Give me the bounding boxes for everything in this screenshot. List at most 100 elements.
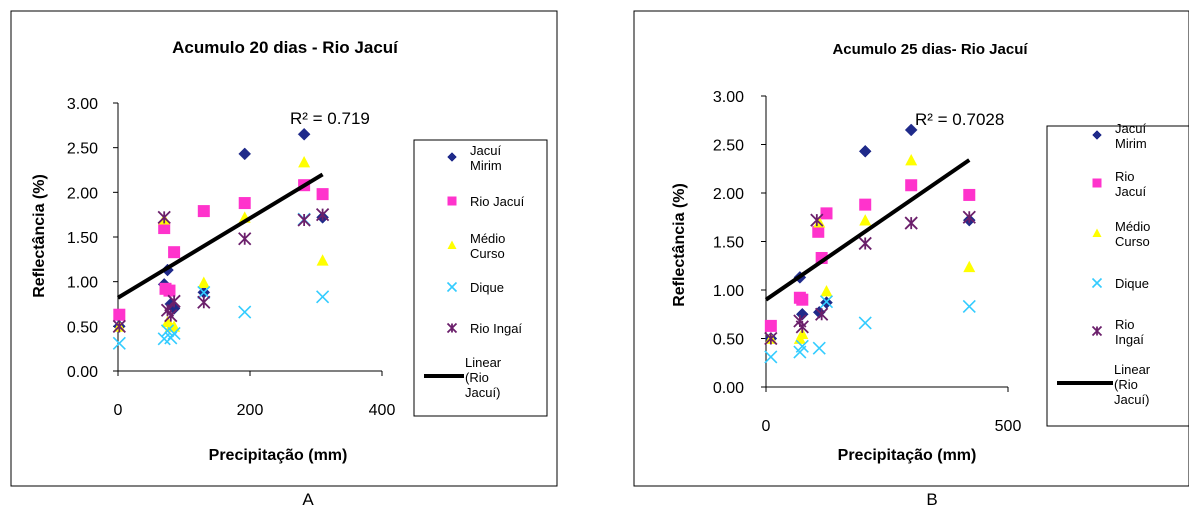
chart-a-legend-label: Rio Jacuí xyxy=(470,194,525,209)
chart-a-point-medio-curso xyxy=(298,155,311,168)
chart-a-y-axis-label: Reflectância (%) xyxy=(31,174,48,298)
chart-b-point-medio-curso xyxy=(796,327,809,340)
chart-b-x-tick-label: 0 xyxy=(762,418,771,435)
chart-b-legend-label: Médio Curso xyxy=(1115,219,1150,249)
chart-b-point-medio-curso xyxy=(963,260,976,273)
chart-a-point-dique xyxy=(167,326,181,341)
chart-a-point-rio-jacui xyxy=(238,197,251,210)
chart-a-point-dique xyxy=(112,336,126,350)
chart-a-point-rio-jacui xyxy=(113,308,126,321)
chart-a-legend-marker-medio-curso xyxy=(447,240,457,250)
chart-a-legend-label: Linear (Rio Jacuí) xyxy=(465,355,502,400)
chart-b-point-rio-jacui xyxy=(859,198,872,211)
chart-a-point-rio-jacui xyxy=(316,188,329,201)
chart-b-point-dique xyxy=(962,299,976,314)
chart-b-plot-area: 0.00 0.50 1.00 1.50 2.00 2.50 3.00 0 500 xyxy=(713,89,1022,435)
chart-a-legend-item-jacui-mirim: Jacuí Mirim xyxy=(447,143,502,173)
chart-b-point-rio-jacui xyxy=(905,179,918,192)
chart-a-plot-area: 0.00 0.50 1.00 1.50 2.00 2.50 3.00 0 200 400 xyxy=(67,96,396,419)
panel-b: Acumulo 25 dias- Rio Jacuí R² = 0.7028 R… xyxy=(633,10,1189,509)
chart-b-point-medio-curso xyxy=(820,284,833,297)
chart-b-point-dique xyxy=(812,341,826,355)
chart-b-legend-marker-rio-jacui xyxy=(1092,178,1102,188)
chart-b-legend-item-dique: Dique xyxy=(1091,276,1149,291)
chart-b-point-rio-jacui xyxy=(820,207,833,220)
chart-b-y-tick-label: 0.50 xyxy=(713,332,744,349)
chart-b-legend-label: Jacuí Mirim xyxy=(1115,121,1147,151)
chart-b-point-dique xyxy=(819,295,834,309)
chart-a-legend-item-linear-rio-jacui: Linear (Rio Jacuí) xyxy=(424,355,502,400)
chart-b-point-rio-ingai xyxy=(795,320,809,334)
chart-a-legend-label: Médio Curso xyxy=(470,231,505,261)
chart-b-point-medio-curso xyxy=(859,214,872,226)
chart-b-legend-label: Dique xyxy=(1115,276,1149,291)
chart-a-legend-item-medio-curso: Médio Curso xyxy=(447,231,505,261)
chart-b-legend-label: Linear (Rio Jacuí) xyxy=(1114,362,1151,407)
chart-b-legend-item-linear-rio-jacui: Linear (Rio Jacuí) xyxy=(1057,362,1151,407)
chart-b-legend-marker-rio-ingai xyxy=(1091,325,1103,337)
chart-a-point-dique xyxy=(160,324,175,338)
chart-a-point-medio-curso xyxy=(197,276,210,288)
chart-a-point-rio-ingai xyxy=(238,232,252,246)
chart-b-point-rio-ingai xyxy=(810,213,824,227)
chart-b-y-tick-label: 1.00 xyxy=(713,283,744,300)
chart-a-r2-label: R² = 0.719 xyxy=(290,109,370,128)
chart-a-legend: Jacuí Mirim Rio Jacuí Médio Curso Dique Rio In… xyxy=(413,139,548,417)
chart-a-point-rio-ingai xyxy=(112,319,126,333)
chart-b-y-tick-label: 2.00 xyxy=(713,186,744,203)
chart-a-y-tick-label: 1.50 xyxy=(67,230,98,247)
chart-b-legend-item-rio-jacui: Rio Jacuí xyxy=(1092,169,1146,199)
chart-a-legend-item-rio-ingai: Rio Ingaí xyxy=(446,321,522,336)
chart-b-point-dique xyxy=(795,339,809,353)
chart-b-x-tick-label: 500 xyxy=(995,418,1022,435)
chart-a-point-rio-jacui xyxy=(163,284,176,297)
chart-b-point-rio-jacui xyxy=(796,293,809,306)
chart-a-point-jacui-mirim xyxy=(238,147,252,161)
chart-a-y-tick-label: 1.00 xyxy=(67,275,98,292)
chart-a-point-medio-curso xyxy=(168,320,181,332)
chart-a-legend-marker-rio-jacui xyxy=(447,196,457,206)
chart-b-series-dique xyxy=(764,295,976,364)
chart-b-legend-label: Rio Jacuí xyxy=(1115,169,1146,199)
panel-label-b: B xyxy=(926,490,937,509)
chart-b-r2-label: R² = 0.7028 xyxy=(915,110,1004,129)
chart-b-point-rio-ingai xyxy=(858,236,872,251)
chart-b-legend-item-medio-curso: Médio Curso xyxy=(1092,219,1150,249)
chart-a-point-rio-ingai xyxy=(297,213,311,227)
panel-a: Acumulo 20 dias - Rio Jacuí R² = 0.719 R… xyxy=(10,10,558,509)
chart-a-point-rio-jacui xyxy=(197,205,210,218)
chart-b-point-dique xyxy=(858,316,872,330)
chart-b-point-rio-ingai xyxy=(764,331,778,346)
chart-b-point-rio-jacui xyxy=(963,188,976,201)
chart-b-legend-label: Rio Ingaí xyxy=(1115,317,1144,347)
chart-b-point-jacui-mirim xyxy=(858,144,872,158)
chart-b-title: Acumulo 25 dias- Rio Jacuí xyxy=(832,41,1028,58)
chart-a-legend-marker-rio-ingai xyxy=(446,322,458,334)
chart-b-trendline xyxy=(764,158,971,302)
chart-a-point-rio-ingai xyxy=(157,210,171,224)
chart-b-legend-box xyxy=(1046,125,1189,427)
chart-a-point-rio-jacui xyxy=(158,222,171,235)
chart-a-y-tick-label: 2.50 xyxy=(67,141,98,158)
chart-b-point-dique xyxy=(764,350,778,364)
chart-b-legend-marker-dique xyxy=(1091,277,1103,289)
chart-b-x-axis-label: Precipitação (mm) xyxy=(838,447,977,464)
chart-b-point-rio-jacui xyxy=(764,319,777,332)
chart-b-y-tick-label: 2.50 xyxy=(713,138,744,155)
chart-a-y-tick-label: 0.50 xyxy=(67,319,98,336)
chart-a-point-dique xyxy=(238,305,252,319)
chart-b-legend-item-rio-ingai: Rio Ingaí xyxy=(1091,317,1144,347)
chart-a-y-tick-label: 3.00 xyxy=(67,96,98,113)
chart-a-point-medio-curso xyxy=(316,254,329,266)
chart-a-point-dique xyxy=(316,290,330,304)
chart-a-legend-item-rio-jacui: Rio Jacuí xyxy=(447,194,525,209)
chart-b-legend-item-jacui-mirim: Jacuí Mirim xyxy=(1092,121,1147,151)
chart-a-legend-label: Jacuí Mirim xyxy=(470,143,502,173)
panel-label-a: A xyxy=(302,490,314,509)
chart-b-y-axis-label: Reflectância (%) xyxy=(671,183,688,307)
chart-a-point-rio-ingai xyxy=(164,308,178,323)
chart-b-point-rio-ingai xyxy=(962,210,976,224)
chart-a-x-axis-label: Precipitação (mm) xyxy=(209,447,348,464)
chart-a-x-tick-label: 200 xyxy=(237,402,264,419)
